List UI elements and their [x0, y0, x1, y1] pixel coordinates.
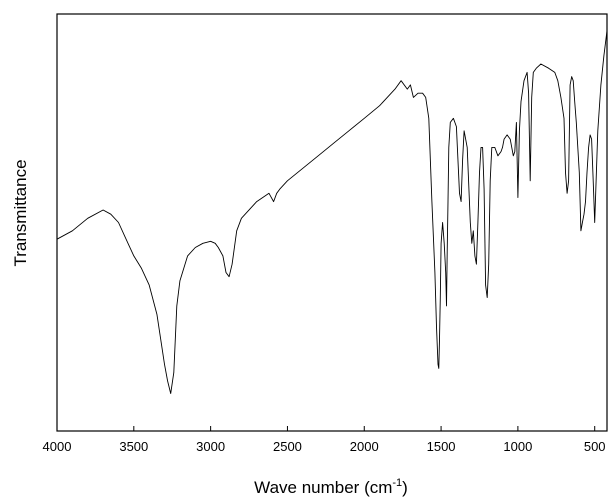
x-tick-label: 500 [584, 439, 606, 454]
x-axis-ticks: 4000 3500 3000 2500 2000 1500 1000 500 [43, 426, 606, 454]
plot-frame [56, 13, 608, 432]
x-tick-label: 1500 [427, 439, 456, 454]
x-tick-label: 2000 [350, 439, 379, 454]
x-tick-label: 4000 [43, 439, 72, 454]
spectrum-line [56, 30, 608, 394]
x-axis-title-suffix: ) [402, 478, 408, 497]
x-axis-title-main: Wave number (cm [254, 478, 392, 497]
y-axis-title: Transmittance [11, 159, 30, 266]
x-axis-title-superscript: -1 [392, 477, 402, 489]
x-tick-label: 3500 [119, 439, 148, 454]
x-tick-label: 2500 [273, 439, 302, 454]
x-tick-label: 3000 [196, 439, 225, 454]
x-tick-label: 1000 [503, 439, 532, 454]
x-axis-title: Wave number (cm-1) [254, 477, 408, 497]
